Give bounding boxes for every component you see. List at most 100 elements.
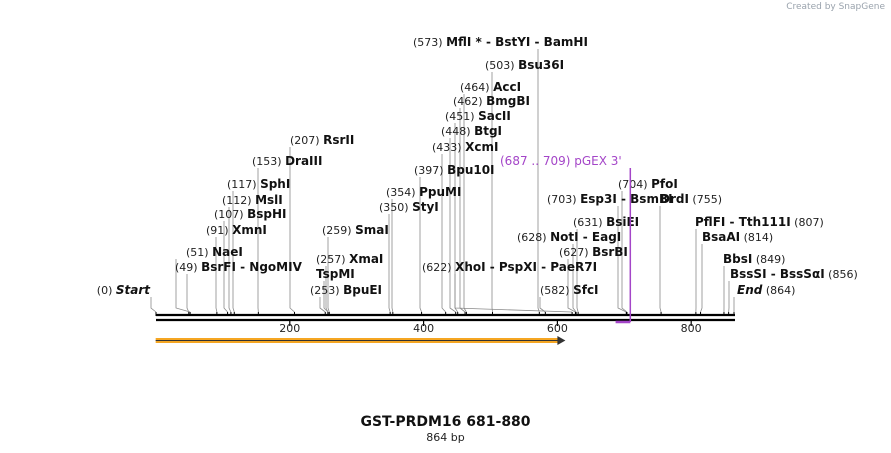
leader-naei <box>175 259 191 313</box>
site-position-xcmi: (433) <box>432 141 465 154</box>
site-names-noti: NotI - EagI <box>550 230 621 244</box>
site-label-naei[interactable]: (51) NaeI <box>186 245 243 259</box>
site-label-styi[interactable]: (350) StyI <box>379 200 439 214</box>
site-label-btgi[interactable]: (448) BtgI <box>441 124 502 138</box>
site-position-bsiei: (631) <box>573 216 606 229</box>
site-position-bmgbi: (462) <box>453 95 486 108</box>
leader-pfoi <box>621 191 628 313</box>
site-leader-lines <box>150 49 735 316</box>
site-names-bsu36i: Bsu36I <box>518 58 564 72</box>
site-label-draiii[interactable]: (153) DraIII <box>252 154 322 168</box>
site-position-msli: (112) <box>222 194 255 207</box>
leader-bsphi <box>223 221 228 313</box>
site-label-noti[interactable]: (628) NotI - EagI <box>517 230 621 244</box>
site-label-end[interactable]: End (864) <box>737 283 795 297</box>
site-names-end: End <box>737 283 763 297</box>
ruler-tick-label-800: 800 <box>681 322 702 335</box>
site-names-drdi: DrdI <box>660 192 689 206</box>
site-names-bsssi: BssSI - BssSαI <box>730 267 825 281</box>
site-names-bbsi: BbsI <box>723 252 752 266</box>
site-position-pfoi: (704) <box>618 178 651 191</box>
site-label-xcmi[interactable]: (433) XcmI <box>432 140 498 154</box>
site-names-bsrbi: BsrBI <box>592 245 628 259</box>
site-labels: (0) Start (49) BsrFI - NgoMIV(51) NaeI (91… <box>97 35 858 297</box>
site-names-bsrfi: BsrFI - NgoMIV <box>201 260 302 274</box>
site-label-bsiei[interactable]: (631) BsiEI <box>573 215 639 229</box>
site-label-rsrii[interactable]: (207) RsrII <box>290 133 354 147</box>
site-position-sphi: (117) <box>227 178 260 191</box>
ruler-tick-label-200: 200 <box>279 322 300 335</box>
site-label-bsssi[interactable]: BssSI - BssSαI (856) <box>730 267 858 281</box>
primer-label[interactable]: (687 .. 709) pGEX 3' <box>500 154 622 168</box>
site-position-sacii: (451) <box>445 110 478 123</box>
site-label-bsrfi[interactable]: (49) BsrFI - NgoMIV <box>175 260 303 274</box>
site-names-mfli: MflI * - BstYI - BamHI <box>446 35 588 49</box>
site-label-pflfi[interactable]: PflFI - Tth111I (807) <box>695 215 824 229</box>
site-position-bsrfi: (49) <box>175 261 201 274</box>
site-names-sacii: SacII <box>478 109 511 123</box>
site-position-bsphi: (107) <box>214 208 247 221</box>
site-position-btgi: (448) <box>441 125 474 138</box>
site-position-noti: (628) <box>517 231 550 244</box>
site-label-drdi[interactable]: DrdI (755) <box>660 192 722 206</box>
site-label-bmgbi[interactable]: (462) BmgBI <box>453 94 530 108</box>
site-label-bsaai[interactable]: BsaAI (814) <box>702 230 773 244</box>
site-position-drdi: (755) <box>689 193 722 206</box>
leader-bpuei <box>319 297 326 313</box>
site-names-acci: AccI <box>493 80 521 94</box>
site-label-mfli[interactable]: (573) MflI * - BstYI - BamHI <box>413 35 588 49</box>
site-position-sfci: (582) <box>540 284 573 297</box>
primer-name: pGEX 3' <box>574 154 621 168</box>
site-label-sacii[interactable]: (451) SacII <box>445 109 511 123</box>
site-label-acci[interactable]: (464) AccI <box>460 80 521 94</box>
site-label-xhoi[interactable]: (622) XhoI - PspXI - PaeR7I <box>422 260 597 274</box>
site-names-sphi: SphI <box>260 177 290 191</box>
site-names-xmai: XmaI <box>349 252 383 266</box>
site-position-rsrii: (207) <box>290 134 323 147</box>
site-position-bbsi: (849) <box>752 253 785 266</box>
site-position-ppumi: (354) <box>386 186 419 199</box>
leader-sphi <box>232 191 235 313</box>
site-position-esp3i: (703) <box>547 193 580 206</box>
site-label-xmni[interactable]: (91) XmnI <box>206 223 267 237</box>
site-label-tspmi[interactable]: TspMI <box>316 267 355 281</box>
ruler-tick-label-400: 400 <box>413 322 434 335</box>
site-label-bsu36i[interactable]: (503) Bsu36I <box>485 58 564 72</box>
primer-position: (687 .. 709) <box>500 154 574 168</box>
site-position-acci: (464) <box>460 81 493 94</box>
ruler-ticks: 200 400 600 800 <box>279 321 702 335</box>
site-label-sfci[interactable]: (582) SfcI <box>540 283 599 297</box>
site-label-bbsi[interactable]: BbsI (849) <box>723 252 785 266</box>
site-label-pfoi[interactable]: (704) PfoI <box>618 177 678 191</box>
site-label-msli[interactable]: (112) MslI <box>222 193 283 207</box>
ruler-tick-label-600: 600 <box>547 322 568 335</box>
site-position-mfli: (573) <box>413 36 446 49</box>
site-label-start[interactable]: (0) Start <box>97 283 151 297</box>
site-label-sphi[interactable]: (117) SphI <box>227 177 290 191</box>
site-position-bpuei: (253) <box>310 284 343 297</box>
leader-ppumi <box>391 199 394 313</box>
site-label-bsphi[interactable]: (107) BspHI <box>214 207 286 221</box>
site-label-xmai[interactable]: (257) XmaI <box>316 252 383 266</box>
leader-drdi <box>659 206 662 313</box>
site-names-xmni: XmnI <box>232 223 267 237</box>
site-label-bpuei[interactable]: (253) BpuEI <box>310 283 382 297</box>
site-label-smai[interactable]: (259) SmaI <box>322 223 389 237</box>
snapgene-credit: Created by SnapGene <box>786 2 885 12</box>
leader-xcmi <box>441 154 446 313</box>
site-names-esp3i: Esp3I - BsmBI <box>580 192 672 206</box>
site-label-bsrbi[interactable]: (627) BsrBI <box>559 245 628 259</box>
site-position-xhoi: (622) <box>422 261 455 274</box>
leader-bsiei <box>576 229 579 313</box>
construct-length: 864 bp <box>426 431 465 444</box>
construct-title: GST-PRDM16 681-880 <box>360 414 531 430</box>
site-label-ppumi[interactable]: (354) PpuMI <box>386 185 461 199</box>
site-position-bsaai: (814) <box>740 231 773 244</box>
site-label-esp3i[interactable]: (703) Esp3I - BsmBI <box>547 192 673 206</box>
site-names-draiii: DraIII <box>285 154 322 168</box>
site-label-bpu10i[interactable]: (397) Bpu10I <box>414 163 495 177</box>
leader-esp3i <box>617 206 627 313</box>
site-names-ppumi: PpuMI <box>419 185 461 199</box>
site-names-btgi: BtgI <box>474 124 502 138</box>
